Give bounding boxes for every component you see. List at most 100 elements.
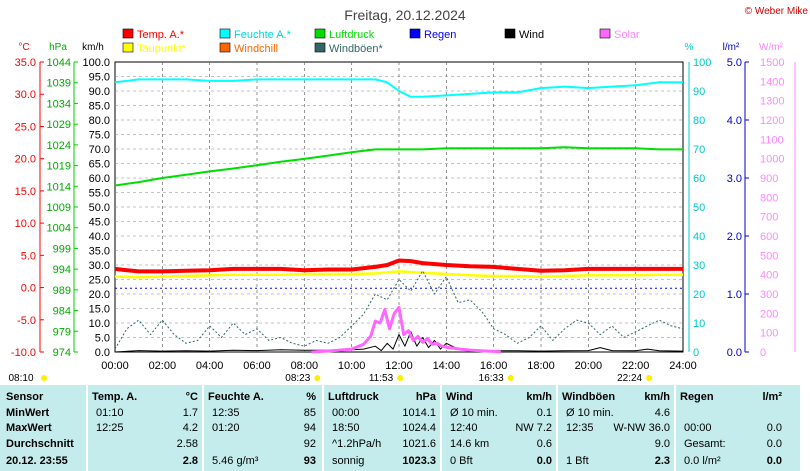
stats-header: Temp. A. <box>92 391 138 403</box>
stats-cell-label: 14.6 km <box>450 438 490 450</box>
stats-cell-label: 0.0 l/m² <box>684 455 721 467</box>
temp-tick-label: 0.0 <box>21 283 36 295</box>
stats-cell-label: sonnig <box>332 455 365 467</box>
stats-cell-label: 1 Bft <box>566 455 589 467</box>
humidity-tick-label: 70 <box>693 144 705 156</box>
column-separator <box>440 385 442 471</box>
humidity-tick-label: 40 <box>693 231 705 243</box>
pressure-tick-label: 1004 <box>47 223 71 235</box>
column-separator <box>202 385 204 471</box>
stats-cell-label: 18:50 <box>332 422 360 434</box>
pressure-tick-label: 989 <box>53 285 71 297</box>
stats-cell-label: 0 Bft <box>450 455 473 467</box>
pressure-tick-label: 1039 <box>47 78 71 90</box>
wind-tick-label: 85.0 <box>89 101 110 113</box>
temp-tick-label: -10.0 <box>11 347 36 359</box>
legend-swatch <box>314 42 326 53</box>
solar-tick-label: 400 <box>760 270 778 282</box>
rain-tick-label: 1.0 <box>727 289 742 301</box>
solar-tick-label: 300 <box>760 289 778 301</box>
stats-cell-value: 1014.1 <box>402 407 436 419</box>
stats-cell-label: 12:40 <box>450 422 478 434</box>
row-label-sensor: Sensor <box>6 391 44 403</box>
x-tick-label: 14:00 <box>433 360 461 372</box>
wind-tick-label: 35.0 <box>89 246 110 258</box>
stats-unit: km/h <box>644 391 670 403</box>
legend-swatch <box>409 28 421 39</box>
stats-cell-label: 12:25 <box>96 422 124 434</box>
temp-tick-label: 35.0 <box>15 57 36 69</box>
legend-label: Feuchte A.* <box>234 29 292 41</box>
solar-tick-label: 1300 <box>760 96 784 108</box>
stats-cell-label: Ø 10 min. <box>566 407 614 419</box>
column-separator <box>556 385 558 471</box>
stats-cell-value: 1021.6 <box>402 438 436 450</box>
stats-header: Wind <box>446 391 473 403</box>
wind-tick-label: 100.0 <box>82 57 110 69</box>
stats-cell-value: 2.8 <box>182 455 198 467</box>
sun-marker-icon <box>397 375 404 381</box>
rain-tick-label: 2.0 <box>727 231 742 243</box>
sun-marker-icon <box>41 375 47 381</box>
stats-cell-value: NW 7.2 <box>515 422 552 434</box>
column-separator <box>322 385 324 471</box>
stats-cell-value: 2.3 <box>654 455 670 467</box>
solar-tick-label: 500 <box>760 250 778 262</box>
x-tick-label: 06:00 <box>243 360 271 372</box>
legend-label: Regen <box>424 29 456 41</box>
wind-tick-label: 95.0 <box>89 72 110 84</box>
humidity-tick-label: 30 <box>693 260 705 272</box>
legend-label: Taupunkt* <box>137 43 187 55</box>
series-line <box>311 306 501 354</box>
stats-cell-value: 4.6 <box>654 407 670 419</box>
time-marker-label: 08:10 <box>8 373 33 384</box>
solar-tick-label: 900 <box>760 173 778 185</box>
temp-tick-label: 15.0 <box>15 186 36 198</box>
sun-marker-icon <box>314 375 321 381</box>
solar-tick-label: 600 <box>760 231 778 243</box>
wind-tick-label: 60.0 <box>89 173 110 185</box>
stats-unit: °C <box>185 391 198 403</box>
pressure-tick-label: 1019 <box>47 161 71 173</box>
wind-tick-label: 15.0 <box>89 304 110 316</box>
stats-cell-value: 2.58 <box>176 438 198 450</box>
humidity-tick-label: 60 <box>693 173 705 185</box>
stats-header: Luftdruck <box>328 391 379 403</box>
humidity-tick-label: 80 <box>693 115 705 127</box>
time-marker-label: 11:53 <box>369 373 394 384</box>
humidity-tick-label: 90 <box>693 86 705 98</box>
stats-table: Sensor MinWert MaxWert Durchschnitt 20.1… <box>0 385 800 471</box>
stats-unit: % <box>306 391 316 403</box>
stats-cell-label: 12:35 <box>566 422 594 434</box>
row-label-current: 20.12. 23:55 <box>6 455 68 467</box>
x-tick-label: 20:00 <box>575 360 603 372</box>
humidity-tick-label: 50 <box>693 202 705 214</box>
stats-header: Windböen <box>562 391 616 403</box>
legend-swatch <box>219 42 231 53</box>
wind-tick-label: 5.0 <box>95 333 110 345</box>
stats-cell-label: Gesamt: <box>684 438 726 450</box>
wind-tick-label: 45.0 <box>89 217 110 229</box>
wind-tick-label: 70.0 <box>89 144 110 156</box>
stats-cell-value: W-NW 36.0 <box>613 422 670 434</box>
solar-tick-label: 100 <box>760 328 778 340</box>
x-tick-label: 24:00 <box>669 360 697 372</box>
axis-unit-pressure: hPa <box>49 42 67 53</box>
axis-unit-wind: km/h <box>82 42 104 53</box>
x-tick-label: 12:00 <box>385 360 413 372</box>
stats-cell-value: 1.7 <box>182 407 198 419</box>
series-line <box>114 78 683 98</box>
column-separator <box>86 385 88 471</box>
legend-label: Solar <box>614 29 640 41</box>
legend-label: Temp. A.* <box>137 29 185 41</box>
pressure-tick-label: 974 <box>53 347 71 359</box>
stats-cell-label: 00:00 <box>684 422 712 434</box>
series-line <box>114 258 683 274</box>
series-line <box>114 270 683 279</box>
legend-swatch <box>122 28 134 39</box>
stats-cell-value: 1024.4 <box>402 422 436 434</box>
pressure-tick-label: 984 <box>53 306 71 318</box>
stats-cell-value: 0.0 <box>766 455 782 467</box>
stats-unit: km/h <box>526 391 552 403</box>
pressure-tick-label: 994 <box>53 264 71 276</box>
